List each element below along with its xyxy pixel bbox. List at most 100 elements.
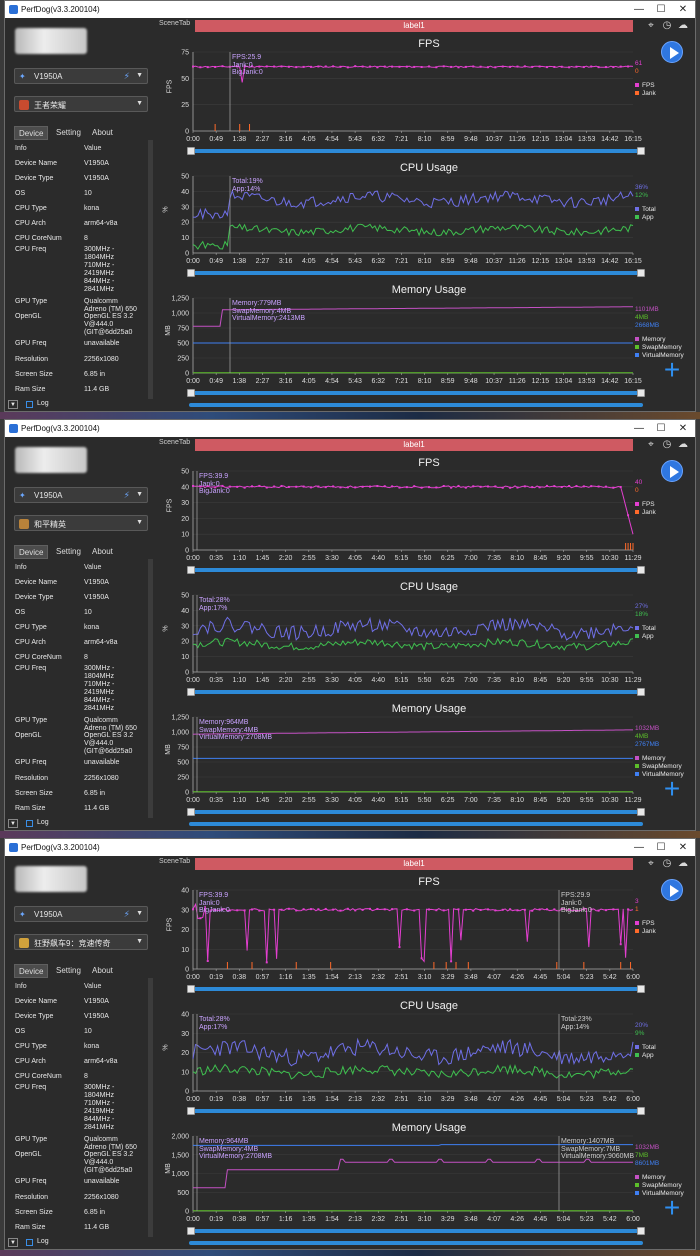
chart-legend: 36% 12% Total App [635, 184, 656, 222]
pin-icon[interactable]: ⌖ [648, 439, 654, 450]
maximize-button[interactable]: ☐ [656, 842, 666, 853]
tab-device[interactable]: Device [14, 126, 49, 140]
info-scrollbar[interactable] [148, 140, 153, 410]
slider-handle-left[interactable] [187, 1107, 195, 1115]
tab-device[interactable]: Device [14, 545, 49, 559]
slider-handle-right[interactable] [637, 688, 645, 696]
maximize-button[interactable]: ☐ [656, 4, 666, 15]
time-range-slider[interactable] [187, 147, 645, 155]
play-icon[interactable] [661, 879, 683, 901]
plot-area[interactable]: 0 500 1,000 1,500 2,000 0:00 0:19 0:38 0:57 1:16 1… [159, 1119, 696, 1239]
bottom-scroll[interactable] [189, 403, 643, 407]
app-select[interactable]: 王者荣耀 ▼ [14, 96, 148, 112]
plot-area[interactable]: 0 10 20 30 40 50 0:00 0:49 1:38 2:27 3:16 4:05 4:54 5… [159, 159, 696, 281]
tab-about[interactable]: About [92, 966, 113, 975]
bottom-scroll[interactable] [189, 1241, 643, 1245]
pin-icon[interactable]: ⌖ [648, 858, 654, 869]
maximize-button[interactable]: ☐ [656, 423, 666, 434]
close-button[interactable]: ✕ [678, 423, 688, 434]
play-icon[interactable] [661, 460, 683, 482]
time-range-slider[interactable] [187, 688, 645, 696]
slider-handle-right[interactable] [637, 389, 645, 397]
minimize-button[interactable]: — [634, 842, 644, 853]
scene-label-bar[interactable]: label1 [195, 858, 633, 870]
plot-area[interactable]: 0 250 500 750 1,000 1,250 0:00 0:49 1:38 2:27 3:16… [159, 281, 696, 401]
play-icon[interactable] [661, 41, 683, 63]
plot-area[interactable]: 0 10 20 30 40 50 0:00 0:35 1:10 1:45 2:20 2:55 3:30 4… [159, 454, 696, 578]
device-select[interactable]: ✦ V1950A ⚡ ▼ [14, 487, 148, 503]
x-tick-label: 5:50 [418, 677, 432, 684]
time-range-slider[interactable] [187, 566, 645, 574]
log-checkbox[interactable] [26, 820, 33, 827]
scene-label-bar[interactable]: label1 [195, 20, 633, 32]
info-scrollbar[interactable] [148, 559, 153, 829]
clock-icon[interactable]: ◷ [662, 858, 672, 869]
slider-handle-right[interactable] [637, 147, 645, 155]
log-checkbox[interactable] [26, 1239, 33, 1246]
time-range-slider[interactable] [187, 1227, 645, 1235]
info-value: 300MHz - 1804MHz 710MHz - 2419MHz 844MHz… [84, 665, 115, 712]
tab-device[interactable]: Device [14, 964, 49, 978]
x-tick-label: 7:35 [487, 797, 501, 804]
x-tick-label: 1:38 [233, 378, 247, 385]
y-tick-label: 250 [177, 356, 189, 363]
plot-area[interactable]: 0 10 20 30 40 0:00 0:19 0:38 0:57 1:16 1:35 1:54 2:1… [159, 997, 696, 1119]
slider-handle-left[interactable] [187, 147, 195, 155]
pin-icon[interactable]: ⌖ [648, 20, 654, 31]
slider-handle-right[interactable] [637, 1227, 645, 1235]
tab-setting[interactable]: Setting [56, 128, 81, 137]
info-key: Screen Size [15, 371, 53, 378]
plus-icon[interactable]: + [663, 354, 681, 385]
plot-area[interactable]: 0 250 500 750 1,000 1,250 0:00 0:35 1:10 1:45 2:20… [159, 700, 696, 820]
device-select[interactable]: ✦ V1950A ⚡ ▼ [14, 906, 148, 922]
chevron-down-icon: ▼ [136, 100, 143, 107]
collapse-icon[interactable]: ▼ [8, 400, 18, 409]
slider-handle-left[interactable] [187, 389, 195, 397]
app-select[interactable]: 和平精英 ▼ [14, 515, 148, 531]
tab-about[interactable]: About [92, 547, 113, 556]
plot-area[interactable]: 0 10 20 30 40 0:00 0:19 0:38 0:57 1:16 1:35 1:54 2:1… [159, 873, 696, 997]
x-tick-label: 4:07 [487, 974, 501, 981]
slider-handle-left[interactable] [187, 1227, 195, 1235]
collapse-icon[interactable]: ▼ [8, 1238, 18, 1247]
slider-handle-left[interactable] [187, 688, 195, 696]
scene-label-bar[interactable]: label1 [195, 439, 633, 451]
time-range-slider[interactable] [187, 269, 645, 277]
clock-icon[interactable]: ◷ [662, 439, 672, 450]
minimize-button[interactable]: — [634, 4, 644, 15]
slider-handle-right[interactable] [637, 1107, 645, 1115]
bottom-scroll[interactable] [189, 822, 643, 826]
slider-handle-right[interactable] [637, 566, 645, 574]
slider-handle-left[interactable] [187, 808, 195, 816]
app-select[interactable]: 狂野飙车9：竞速传奇 ▼ [14, 934, 148, 950]
cloud-icon[interactable]: ☁ [678, 858, 688, 869]
log-checkbox[interactable] [26, 401, 33, 408]
tab-about[interactable]: About [92, 128, 113, 137]
slider-handle-left[interactable] [187, 985, 195, 993]
slider-handle-right[interactable] [637, 985, 645, 993]
slider-handle-right[interactable] [637, 808, 645, 816]
fps-point [472, 65, 475, 68]
tab-setting[interactable]: Setting [56, 547, 81, 556]
minimize-button[interactable]: — [634, 423, 644, 434]
time-range-slider[interactable] [187, 808, 645, 816]
info-scrollbar[interactable] [148, 978, 153, 1248]
close-button[interactable]: ✕ [678, 842, 688, 853]
time-range-slider[interactable] [187, 389, 645, 397]
plot-area[interactable]: 0 25 50 75 0:00 0:49 1:38 2:27 3:16 4:05 4:54 5:43 6… [159, 35, 696, 159]
plus-icon[interactable]: + [663, 1192, 681, 1223]
slider-handle-left[interactable] [187, 269, 195, 277]
close-button[interactable]: ✕ [678, 4, 688, 15]
time-range-slider[interactable] [187, 1107, 645, 1115]
slider-handle-left[interactable] [187, 566, 195, 574]
collapse-icon[interactable]: ▼ [8, 819, 18, 828]
device-select[interactable]: ✦ V1950A ⚡ ▼ [14, 68, 148, 84]
cloud-icon[interactable]: ☁ [678, 20, 688, 31]
plot-area[interactable]: 0 10 20 30 40 50 0:00 0:35 1:10 1:45 2:20 2:55 3:30 4… [159, 578, 696, 700]
slider-handle-right[interactable] [637, 269, 645, 277]
plus-icon[interactable]: + [663, 773, 681, 804]
time-range-slider[interactable] [187, 985, 645, 993]
cloud-icon[interactable]: ☁ [678, 439, 688, 450]
clock-icon[interactable]: ◷ [662, 20, 672, 31]
tab-setting[interactable]: Setting [56, 966, 81, 975]
